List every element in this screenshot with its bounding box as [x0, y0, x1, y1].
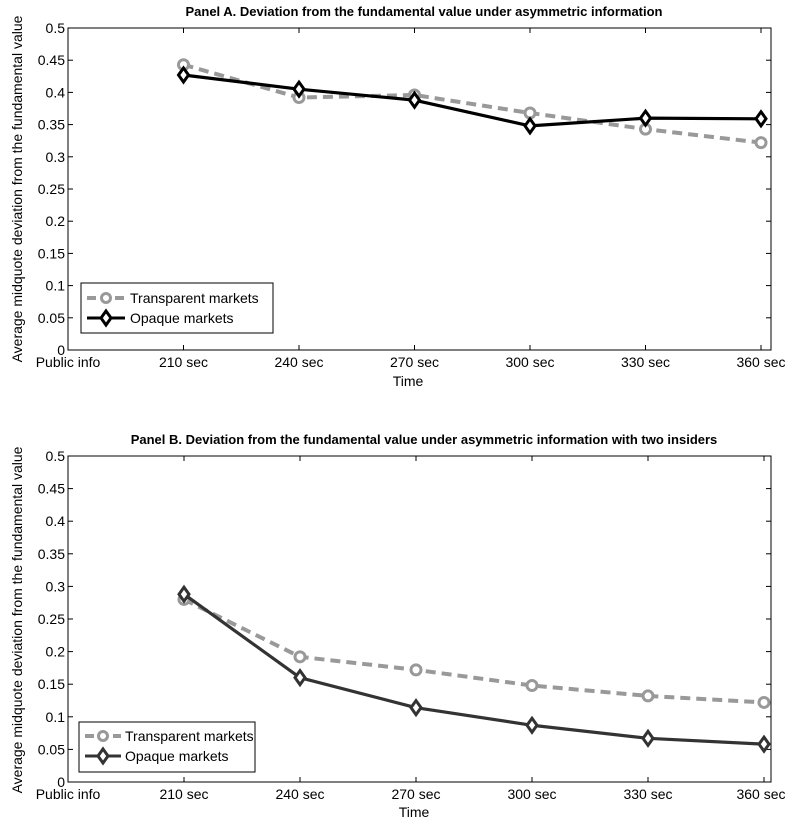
panel-b-legend: Transparent markets Opaque markets	[78, 721, 256, 773]
panel-b-legend-marker-transparent	[97, 730, 109, 742]
panel-a-ticks: 0 0.05 0.1 0.15 0.2 0.25 0.3 0.35 0.4 0.45 0.5 Publ…	[36, 20, 786, 370]
panel-a-title: Panel A. Deviation from the fundamental …	[185, 4, 662, 19]
panel-b-point-transparent	[641, 689, 655, 703]
panel-b-y-tick-label: 0.3	[46, 578, 66, 594]
panel-a-legend: Transparent markets Opaque markets	[80, 282, 274, 334]
panel-a-y-tick-label: 0.1	[46, 278, 66, 294]
panel-b-y-tick-label: 0.15	[38, 676, 65, 692]
panel-b-point-opaque	[757, 734, 771, 754]
panel-a-series-line-transparent	[182, 62, 762, 145]
panel-a-x-tick-label: 270 sec	[390, 354, 439, 370]
panel-a-x-tick-label: 240 sec	[274, 354, 323, 370]
panel-b-x-tick-label: 300 sec	[507, 786, 556, 802]
panel-a-y-tick-label: 0.35	[38, 117, 65, 133]
panel-a-y-tick-label: 0.3	[46, 149, 66, 165]
panel-b-x-tick-label: 330 sec	[623, 786, 672, 802]
panel-b-y-tick-label: 0	[57, 774, 65, 790]
panel-b-series	[177, 584, 771, 754]
panel-b-x-tick-label: 270 sec	[391, 786, 440, 802]
panel-b-x-axis-label: Time	[399, 804, 430, 820]
panel-b-y-tick-label: 0.5	[46, 448, 66, 464]
panel-b-legend-marker-opaque	[96, 746, 110, 766]
panel-b-legend-label-opaque: Opaque markets	[125, 748, 229, 764]
panel-b-point-transparent	[293, 650, 307, 664]
panel-a-legend-marker-transparent	[100, 292, 112, 304]
panel-a-point-opaque	[638, 108, 653, 128]
panel-b-x-tick-label: 360 sec	[736, 786, 785, 802]
panel-b-x-tick-label: 240 sec	[275, 786, 324, 802]
panel-b-title: Panel B. Deviation from the fundamental …	[131, 432, 718, 447]
panel-a-y-tick-label: 0.25	[38, 181, 65, 197]
panel-b-point-opaque	[409, 698, 423, 718]
panel-a-series	[176, 58, 768, 150]
panel-a-y-axis-label: Average midquote deviation from the fund…	[9, 15, 25, 362]
panel-b-point-opaque	[525, 715, 539, 735]
panel-a-point-opaque	[407, 90, 422, 110]
panel-a-point-transparent	[754, 136, 768, 150]
panel-a-legend-marker-opaque	[99, 308, 113, 328]
panel-a-x-tick-label: Public info	[36, 354, 101, 370]
panel-b-y-tick-label: 0.2	[46, 644, 66, 660]
panel-a-point-opaque	[754, 109, 768, 129]
panel-b-y-tick-label: 0.05	[38, 741, 65, 757]
panel-b-y-tick-label: 0.35	[38, 546, 65, 562]
panel-b-point-transparent	[757, 695, 771, 709]
panel-b-point-opaque	[293, 668, 307, 688]
panel-a-y-tick-label: 0.2	[46, 213, 66, 229]
panel-b-series-line-transparent	[183, 597, 765, 705]
panel-b-legend-label-transparent: Transparent markets	[125, 728, 254, 744]
panel-a-x-axis-label: Time	[393, 373, 424, 389]
panel-b-x-tick-label: Public info	[36, 786, 101, 802]
panel-b-x-tick-label: 210 sec	[159, 786, 208, 802]
panel-a-y-tick-label: 0.4	[46, 84, 66, 100]
panel-b-series-line-opaque	[183, 592, 765, 746]
panel-b-y-tick-label: 0.45	[38, 481, 65, 497]
panel-b-point-transparent	[409, 663, 423, 677]
panel-a-y-tick-label: 0	[57, 342, 65, 358]
panel-b-point-opaque	[177, 584, 191, 604]
panel-a-y-tick-label: 0.45	[38, 52, 65, 68]
panel-b-point-transparent	[525, 679, 539, 693]
panel-b-y-axis-label: Average midquote deviation from the fund…	[9, 446, 25, 793]
panel-b-legend-box	[78, 721, 256, 773]
panel-a: Panel A. Deviation from the fundamental …	[9, 4, 786, 389]
panel-a-legend-label-opaque: Opaque markets	[130, 310, 234, 326]
panel-a-point-opaque	[292, 79, 306, 99]
panel-a-y-tick-label: 0.05	[38, 310, 65, 326]
panel-b-y-tick-label: 0.25	[38, 611, 65, 627]
panel-b-y-tick-label: 0.4	[46, 513, 66, 529]
panel-a-legend-box	[80, 282, 274, 334]
panel-a-x-tick-label: 360 sec	[736, 354, 785, 370]
panel-b: Panel B. Deviation from the fundamental …	[9, 432, 786, 820]
panel-a-x-tick-label: 210 sec	[159, 354, 208, 370]
panel-a-x-tick-label: 300 sec	[505, 354, 554, 370]
panel-b-y-tick-label: 0.1	[46, 709, 66, 725]
panel-a-y-tick-label: 0.5	[46, 20, 66, 36]
panel-b-ticks: 0 0.05 0.1 0.15 0.2 0.25 0.3 0.35 0.4 0.45 0.5 Publ…	[36, 448, 786, 802]
panel-a-legend-label-transparent: Transparent markets	[130, 290, 259, 306]
panel-a-point-opaque	[176, 65, 191, 85]
panel-b-point-opaque	[641, 728, 655, 748]
panel-a-point-opaque	[523, 116, 537, 136]
panel-a-y-tick-label: 0.15	[38, 245, 65, 261]
panel-a-x-tick-label: 330 sec	[621, 354, 670, 370]
panel-a-series-line-opaque	[183, 73, 762, 128]
